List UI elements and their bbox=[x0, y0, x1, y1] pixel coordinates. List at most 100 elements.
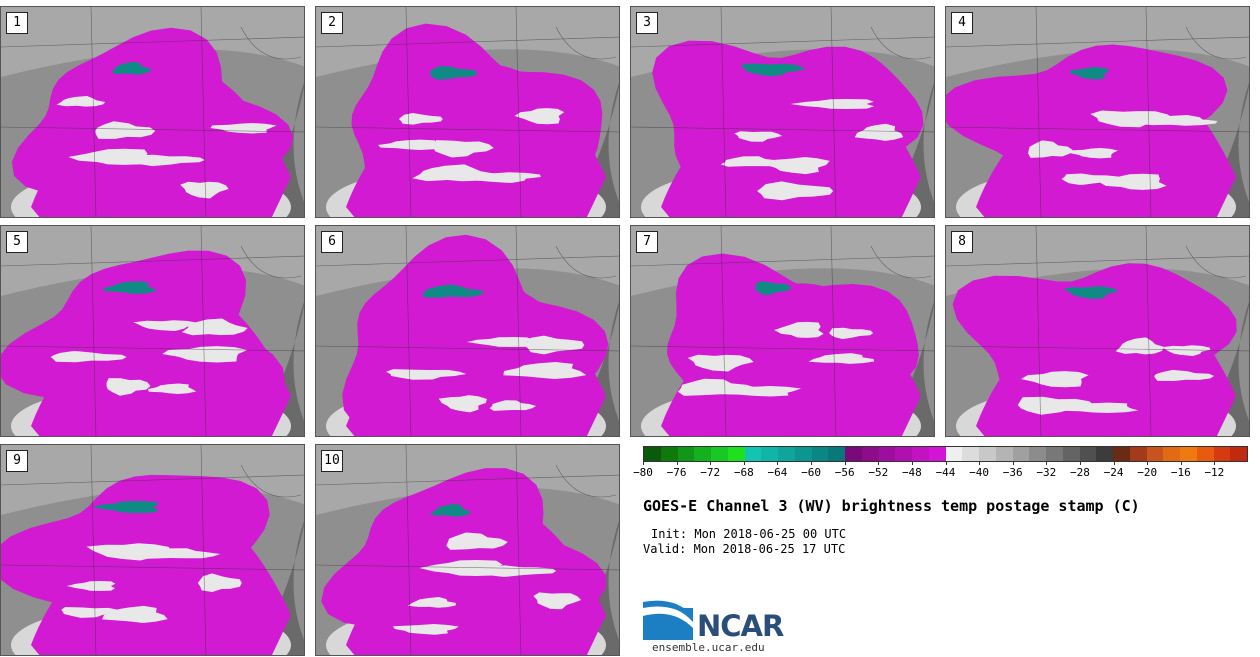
colorbar-tick-label: −72 bbox=[700, 466, 720, 479]
wv-map bbox=[631, 7, 935, 218]
colorbar-tick-label: −16 bbox=[1171, 466, 1191, 479]
colorbar-segment bbox=[1147, 447, 1164, 461]
wv-map bbox=[1, 445, 305, 656]
colorbar-tick-mark bbox=[878, 461, 879, 465]
colorbar-segment bbox=[1130, 447, 1147, 461]
colorbar-segment bbox=[745, 447, 762, 461]
panel-number: 10 bbox=[321, 450, 343, 472]
colorbar-tick-mark bbox=[811, 461, 812, 465]
panel-number: 3 bbox=[636, 12, 658, 34]
colorbar-tick-mark bbox=[1214, 461, 1215, 465]
colorbar-segment bbox=[879, 447, 896, 461]
colorbar-tick-mark bbox=[1080, 461, 1081, 465]
panel-number: 9 bbox=[6, 450, 28, 472]
colorbar-segment bbox=[1080, 447, 1097, 461]
colorbar-segment bbox=[1214, 447, 1231, 461]
colorbar-segment bbox=[996, 447, 1013, 461]
colorbar-segment bbox=[644, 447, 661, 461]
panel-number: 4 bbox=[951, 12, 973, 34]
colorbar-tick-mark bbox=[979, 461, 980, 465]
colorbar-tick-mark bbox=[643, 461, 644, 465]
stamp-panel: 5 bbox=[0, 225, 305, 437]
colorbar-segment bbox=[1063, 447, 1080, 461]
wv-map bbox=[1, 7, 305, 218]
wv-map bbox=[316, 445, 620, 656]
colorbar-segment bbox=[845, 447, 862, 461]
colorbar-tick-label: −52 bbox=[868, 466, 888, 479]
colorbar-tick-label: −28 bbox=[1070, 466, 1090, 479]
colorbar-tick-mark bbox=[1114, 461, 1115, 465]
site-url: ensemble.ucar.edu bbox=[652, 641, 765, 654]
stamp-panel: 4 bbox=[945, 6, 1250, 218]
colorbar-segment bbox=[1046, 447, 1063, 461]
colorbar-segment bbox=[661, 447, 678, 461]
wv-map bbox=[946, 7, 1250, 218]
colorbar-ticks: −80 −76 −72 −68 −64 −60 −56 −52 −48 −44 −40 −36 −32−… bbox=[643, 466, 1248, 482]
panel-number: 6 bbox=[321, 231, 343, 253]
valid-time: Valid: Mon 2018-06-25 17 UTC bbox=[643, 542, 845, 556]
colorbar-segment bbox=[1230, 447, 1247, 461]
colorbar bbox=[643, 446, 1248, 462]
figure-title: GOES-E Channel 3 (WV) brightness temp po… bbox=[643, 497, 1140, 515]
panel-number: 7 bbox=[636, 231, 658, 253]
colorbar-segment bbox=[812, 447, 829, 461]
colorbar-tick-label: −48 bbox=[902, 466, 922, 479]
colorbar-tick-mark bbox=[744, 461, 745, 465]
wv-map bbox=[316, 7, 620, 218]
colorbar-segment bbox=[1013, 447, 1030, 461]
logo-text: NCAR bbox=[697, 609, 783, 643]
stamp-panel: 6 bbox=[315, 225, 620, 437]
stamp-panel: 3 bbox=[630, 6, 935, 218]
stamp-panel: 9 bbox=[0, 444, 305, 656]
colorbar-segment bbox=[895, 447, 912, 461]
colorbar-tick-label: −64 bbox=[768, 466, 788, 479]
colorbar-tick-label: −40 bbox=[969, 466, 989, 479]
panel-number: 2 bbox=[321, 12, 343, 34]
colorbar-segment bbox=[828, 447, 845, 461]
colorbar-tick-label: −80 bbox=[633, 466, 653, 479]
colorbar-tick-mark bbox=[1181, 461, 1182, 465]
colorbar-segment bbox=[1180, 447, 1197, 461]
colorbar-tick-label: −68 bbox=[734, 466, 754, 479]
colorbar-tick-mark bbox=[677, 461, 678, 465]
colorbar-segment bbox=[962, 447, 979, 461]
colorbar-tick-label: −32 bbox=[1036, 466, 1056, 479]
colorbar-tick-label: −44 bbox=[936, 466, 956, 479]
wv-map bbox=[316, 226, 620, 437]
colorbar-segment bbox=[778, 447, 795, 461]
colorbar-tick-label: −76 bbox=[667, 466, 687, 479]
colorbar-segment bbox=[946, 447, 963, 461]
colorbar-segment bbox=[1163, 447, 1180, 461]
colorbar-segment bbox=[979, 447, 996, 461]
panel-number: 5 bbox=[6, 231, 28, 253]
stamp-panel: 2 bbox=[315, 6, 620, 218]
init-time: Init: Mon 2018-06-25 00 UTC bbox=[651, 527, 846, 541]
colorbar-tick-mark bbox=[1046, 461, 1047, 465]
panel-number: 8 bbox=[951, 231, 973, 253]
colorbar-tick-mark bbox=[710, 461, 711, 465]
colorbar-segment bbox=[1197, 447, 1214, 461]
colorbar-tick-label: −12 bbox=[1204, 466, 1224, 479]
colorbar-segment bbox=[929, 447, 946, 461]
colorbar-segment bbox=[862, 447, 879, 461]
colorbar-tick-label: −56 bbox=[835, 466, 855, 479]
colorbar-tick-label: −36 bbox=[1003, 466, 1023, 479]
panel-number: 1 bbox=[6, 12, 28, 34]
colorbar-segment bbox=[795, 447, 812, 461]
colorbar-tick-mark bbox=[777, 461, 778, 465]
colorbar-tick-mark bbox=[912, 461, 913, 465]
stamp-panel: 1 bbox=[0, 6, 305, 218]
stamp-panel: 7 bbox=[630, 225, 935, 437]
colorbar-segment bbox=[1096, 447, 1113, 461]
colorbar-tick-mark bbox=[845, 461, 846, 465]
colorbar-tick-mark bbox=[946, 461, 947, 465]
colorbar-segment bbox=[678, 447, 695, 461]
wv-map bbox=[631, 226, 935, 437]
colorbar-tick-label: −20 bbox=[1137, 466, 1157, 479]
stamp-panel: 10 bbox=[315, 444, 620, 656]
colorbar-segment bbox=[1029, 447, 1046, 461]
colorbar-segment bbox=[711, 447, 728, 461]
colorbar-segment bbox=[761, 447, 778, 461]
colorbar-tick-mark bbox=[1013, 461, 1014, 465]
colorbar-tick-label: −24 bbox=[1104, 466, 1124, 479]
